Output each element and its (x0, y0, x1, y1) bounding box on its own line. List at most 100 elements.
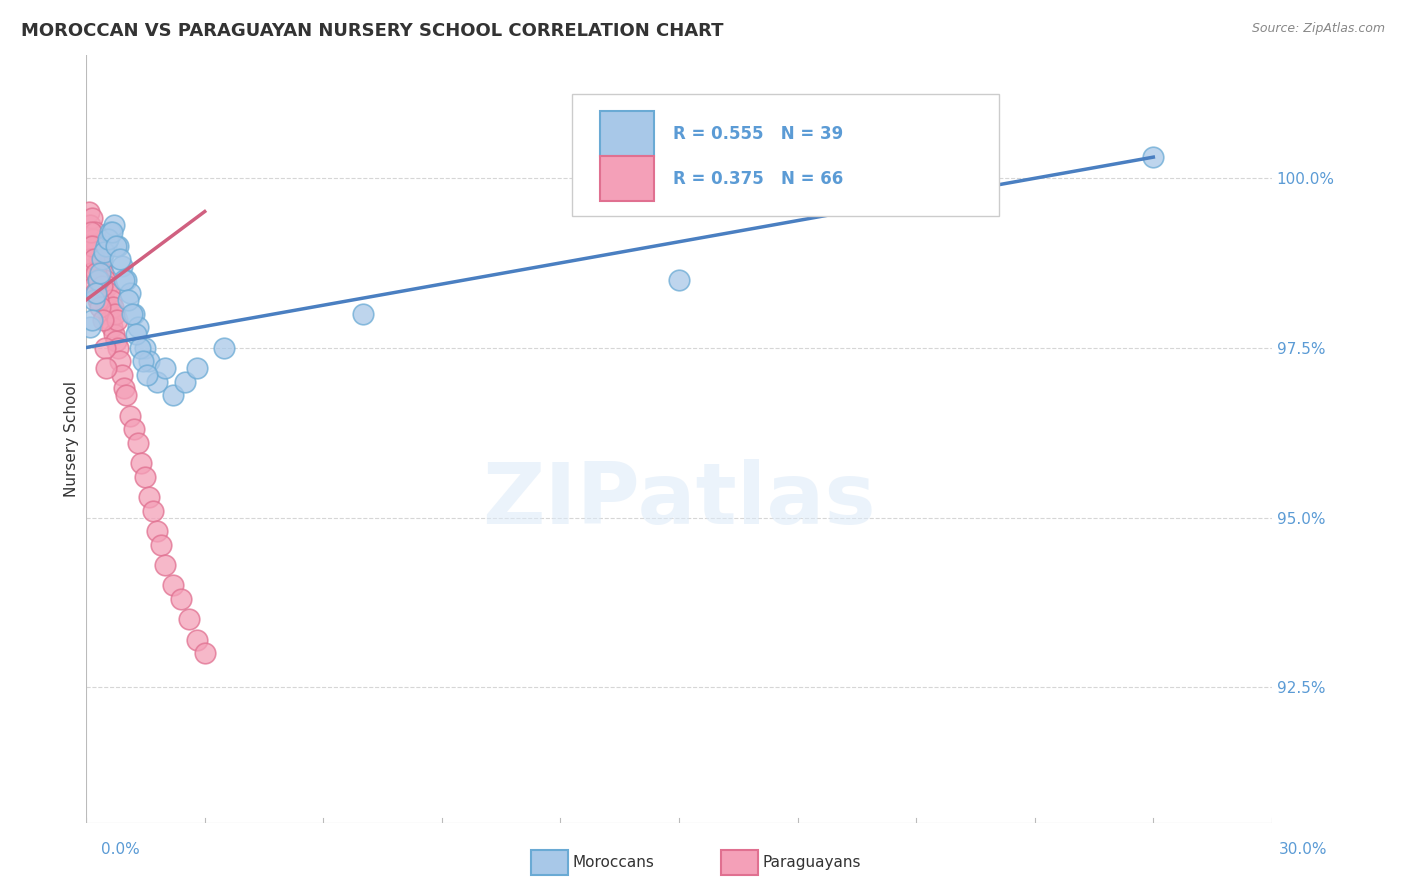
Point (104, 238, 127, 252)
Point (97, 306, 120, 320)
Point (142, 504, 165, 518)
Point (79, 252, 101, 266)
Point (194, 647, 217, 661)
Point (97, 232, 120, 246)
Point (83, 225, 105, 239)
Point (94, 238, 117, 252)
Point (79, 320, 101, 334)
Point (89, 279, 111, 293)
Point (122, 306, 145, 320)
Point (80, 211, 103, 226)
Point (112, 272, 135, 286)
Text: 30.0%: 30.0% (1279, 842, 1327, 856)
Point (86, 293, 108, 307)
Point (138, 354, 160, 368)
Point (86, 238, 108, 252)
Point (107, 341, 129, 355)
Point (89, 266, 111, 280)
Text: MOROCCAN VS PARAGUAYAN NURSERY SCHOOL CORRELATION CHART: MOROCCAN VS PARAGUAYAN NURSERY SCHOOL CO… (21, 22, 724, 40)
Point (104, 306, 127, 320)
Point (93, 341, 115, 355)
Point (90, 259, 112, 273)
Point (84, 286, 107, 301)
Point (83, 293, 105, 307)
Point (96, 279, 118, 293)
Point (131, 456, 153, 470)
Point (98, 286, 121, 301)
Point (134, 469, 156, 483)
Point (127, 320, 149, 334)
Text: Moroccans: Moroccans (572, 855, 654, 870)
Point (112, 381, 135, 395)
Point (162, 578, 184, 592)
Point (94, 272, 117, 286)
Point (352, 306, 374, 320)
Point (101, 320, 124, 334)
Point (98, 225, 121, 239)
Point (79, 218, 101, 232)
Point (87, 252, 110, 266)
Point (114, 272, 136, 286)
Point (80, 313, 103, 327)
Text: Source: ZipAtlas.com: Source: ZipAtlas.com (1251, 22, 1385, 36)
Point (87, 272, 110, 286)
Point (86, 266, 108, 280)
Point (121, 306, 143, 320)
Point (153, 360, 176, 375)
Point (101, 300, 124, 314)
Point (100, 293, 122, 307)
Point (118, 286, 141, 301)
Point (101, 225, 124, 239)
Text: R = 0.375   N = 66: R = 0.375 N = 66 (673, 169, 844, 187)
FancyBboxPatch shape (572, 94, 1000, 217)
Text: R = 0.555   N = 39: R = 0.555 N = 39 (673, 125, 844, 143)
Point (108, 252, 131, 266)
Point (162, 388, 184, 402)
FancyBboxPatch shape (599, 156, 654, 202)
Point (89, 300, 111, 314)
Text: Paraguayans: Paraguayans (762, 855, 860, 870)
Point (108, 354, 131, 368)
Point (83, 245, 105, 260)
Point (122, 422, 145, 436)
Point (128, 341, 150, 355)
Point (127, 435, 149, 450)
Point (77, 225, 100, 239)
Point (94, 300, 117, 314)
Point (91, 313, 114, 327)
Point (146, 375, 169, 389)
Point (103, 218, 125, 232)
Point (91, 286, 114, 301)
Point (77, 238, 100, 252)
Point (90, 279, 112, 293)
Point (136, 368, 159, 382)
Point (98, 313, 121, 327)
Point (80, 238, 103, 252)
Point (186, 360, 208, 375)
Point (91, 252, 114, 266)
Point (105, 313, 128, 327)
Point (146, 524, 169, 538)
Text: 0.0%: 0.0% (101, 842, 141, 856)
Point (103, 326, 125, 341)
Point (87, 272, 110, 286)
Point (79, 225, 101, 239)
Point (84, 259, 107, 273)
Point (174, 375, 197, 389)
Point (82, 238, 104, 252)
Point (114, 388, 136, 402)
Point (91, 266, 114, 280)
Point (89, 272, 111, 286)
Point (117, 293, 139, 307)
Point (79, 204, 101, 219)
Point (132, 354, 155, 368)
Point (1142, 150, 1164, 164)
Point (83, 252, 105, 266)
Point (107, 238, 129, 252)
Point (104, 334, 127, 348)
Point (111, 368, 134, 382)
Text: ZIPatlas: ZIPatlas (482, 459, 876, 542)
Point (83, 279, 105, 293)
Point (214, 341, 236, 355)
Point (153, 558, 176, 573)
